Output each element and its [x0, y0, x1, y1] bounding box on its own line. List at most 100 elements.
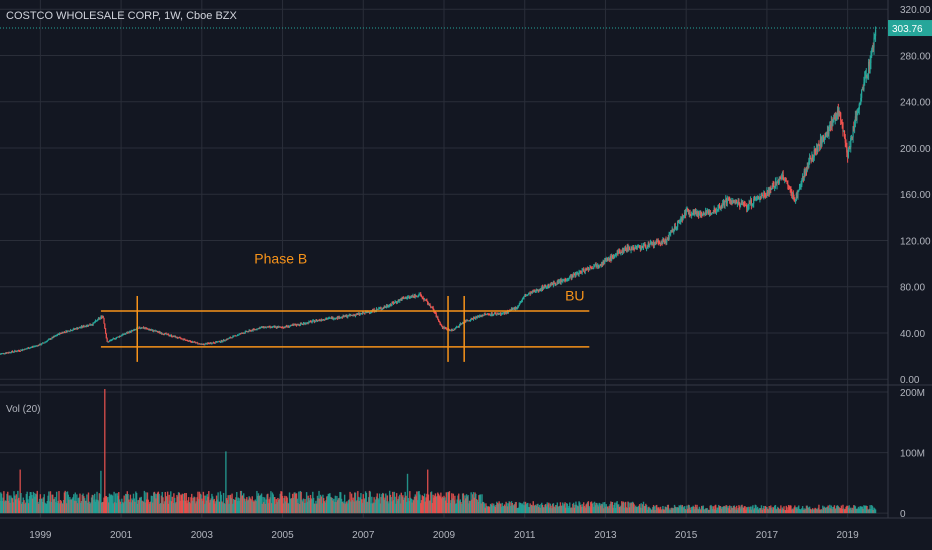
- candle-body: [503, 312, 505, 314]
- volume-bar: [424, 501, 427, 514]
- volume-bar: [161, 491, 163, 514]
- candle-body: [364, 312, 366, 314]
- volume-bar: [183, 493, 185, 514]
- candle-body: [766, 191, 768, 196]
- volume-bar: [119, 501, 122, 514]
- candle-body: [500, 313, 502, 315]
- volume-bar: [197, 491, 199, 514]
- candle-body: [731, 200, 733, 204]
- candle-body: [162, 333, 164, 335]
- candle-body: [547, 284, 549, 287]
- candle-body: [77, 328, 79, 330]
- volume-bar: [343, 503, 345, 514]
- volume-bar: [144, 502, 146, 514]
- candle-body: [58, 333, 60, 335]
- volume-bar: [689, 507, 691, 514]
- drawing-lines[interactable]: [100, 295, 590, 362]
- candle-body: [384, 306, 386, 308]
- candle-body: [236, 335, 238, 337]
- volume-bar: [334, 495, 337, 514]
- candle-body: [788, 186, 791, 189]
- candle-body: [38, 344, 41, 346]
- volume-bar: [673, 508, 675, 514]
- volume-bar: [176, 495, 178, 514]
- volume-bar: [333, 498, 335, 514]
- candle-body: [201, 343, 204, 345]
- volume-bar: [139, 497, 141, 514]
- volume-bar: [146, 492, 149, 514]
- volume-bar: [453, 500, 455, 514]
- volume-bar: [478, 495, 480, 514]
- volume-bar: [160, 495, 163, 514]
- volume-bar: [562, 502, 564, 514]
- volume-bar: [763, 505, 765, 514]
- candle-body: [524, 295, 527, 297]
- candle-body: [138, 327, 140, 329]
- candle-body: [770, 187, 772, 190]
- volume-bar: [297, 503, 299, 514]
- volume-bar: [777, 507, 780, 514]
- candle-body: [46, 340, 48, 342]
- candle-body: [306, 323, 308, 325]
- volume-bar: [222, 492, 225, 514]
- volume-bar: [440, 498, 443, 514]
- candle-body: [617, 252, 619, 254]
- candle-body: [604, 260, 607, 262]
- volume-bar: [672, 508, 674, 514]
- volume-bar: [789, 505, 791, 514]
- volume-bar: [479, 494, 481, 514]
- volume-bar: [173, 493, 175, 514]
- candle-body: [521, 300, 523, 302]
- candle-body: [164, 333, 166, 335]
- volume-bar: [503, 504, 506, 514]
- candle-body: [340, 316, 343, 318]
- axes[interactable]: 303.760.0040.0080.00120.00160.00200.0024…: [0, 5, 932, 541]
- candle-body: [191, 341, 194, 343]
- volume-bar: [187, 497, 190, 514]
- volume-bar: [41, 501, 44, 514]
- candle-body: [407, 297, 409, 299]
- volume-bar: [221, 501, 223, 514]
- candle-body: [479, 315, 482, 317]
- candle-body: [613, 256, 615, 259]
- volume-bar: [640, 503, 642, 514]
- volume-bar: [612, 507, 614, 514]
- volume-bar: [344, 503, 347, 514]
- candle-body: [180, 337, 182, 339]
- candle-body: [565, 280, 567, 282]
- volume-bar: [866, 506, 868, 514]
- volume-bar: [867, 509, 870, 514]
- candle-body: [855, 116, 857, 121]
- candle-body: [552, 282, 555, 286]
- volume-bar: [317, 498, 319, 514]
- candle-body: [348, 314, 350, 316]
- candle-body: [771, 185, 773, 189]
- volume-bar: [593, 506, 595, 514]
- candle-body: [425, 299, 427, 301]
- volume-bar: [159, 503, 162, 514]
- candle-body: [503, 312, 506, 314]
- volume-bar: [194, 497, 196, 514]
- volume-bar: [801, 508, 803, 514]
- candle-body: [838, 112, 840, 115]
- candle-body: [333, 318, 335, 320]
- volume-bar: [292, 497, 295, 514]
- volume-bar: [93, 493, 96, 514]
- candle-body: [476, 316, 478, 318]
- candle-body: [429, 303, 431, 307]
- volume-bar: [226, 500, 229, 514]
- candle-body: [602, 261, 604, 265]
- candle-body: [835, 117, 837, 121]
- volume-bar: [257, 496, 259, 514]
- candle-body: [119, 335, 121, 337]
- candle-body: [208, 343, 211, 345]
- candle-body: [149, 329, 152, 331]
- volume-bar: [18, 500, 21, 514]
- candle-body: [708, 210, 711, 215]
- candle-body: [539, 290, 541, 292]
- candle-body: [781, 177, 783, 179]
- volume-bar: [359, 497, 361, 514]
- volume-bar: [62, 504, 64, 514]
- volume-bar: [409, 497, 412, 514]
